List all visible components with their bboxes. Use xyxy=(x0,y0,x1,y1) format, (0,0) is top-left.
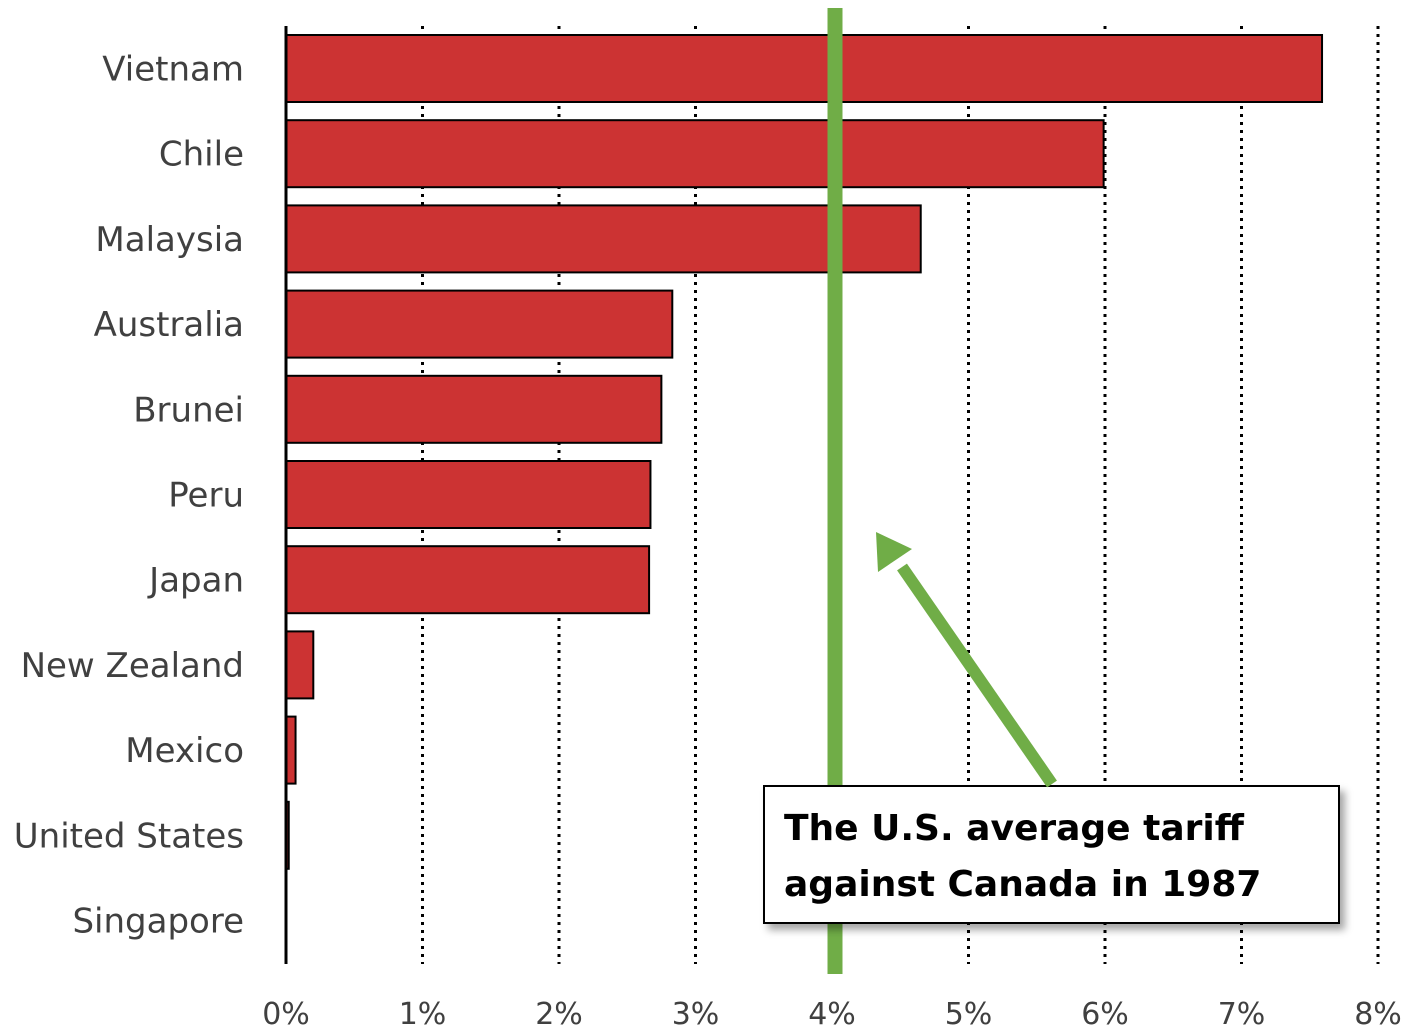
bar-japan xyxy=(285,545,651,615)
bar-new-zealand xyxy=(285,630,315,700)
x-tick-label: 5% xyxy=(945,997,993,1028)
category-label: Brunei xyxy=(133,390,244,430)
bar-vietnam xyxy=(285,34,1324,103)
annotation-arrow-shaft xyxy=(897,563,1057,788)
x-tick-label: 6% xyxy=(1081,997,1129,1028)
x-tick-label: 2% xyxy=(535,997,583,1028)
bar-malaysia xyxy=(285,204,922,274)
annotation-box xyxy=(763,785,1340,924)
x-tick-label: 7% xyxy=(1218,997,1266,1028)
bar-australia xyxy=(285,289,674,359)
x-tick-label: 3% xyxy=(672,997,720,1028)
category-label: New Zealand xyxy=(21,646,244,686)
annotation-arrow-head xyxy=(876,532,912,572)
category-label: Australia xyxy=(94,305,244,345)
x-tick-label: 1% xyxy=(399,997,447,1028)
bar-peru xyxy=(285,460,652,529)
category-label: Mexico xyxy=(125,731,244,771)
category-label: Chile xyxy=(159,135,244,175)
x-tick-label: 0% xyxy=(262,997,310,1028)
category-label: Singapore xyxy=(72,902,244,942)
category-label: Peru xyxy=(168,476,244,516)
category-label: Japan xyxy=(147,561,244,601)
annotation-line-1: The U.S. average tariff xyxy=(784,808,1245,849)
category-label: Vietnam xyxy=(102,50,244,90)
x-tick-label: 8% xyxy=(1354,997,1402,1028)
bars xyxy=(285,34,1324,870)
category-label: United States xyxy=(14,816,244,856)
bar-brunei xyxy=(285,374,663,444)
category-label: Malaysia xyxy=(95,220,244,260)
annotation-group: The U.S. average tariff against Canada i… xyxy=(763,532,1340,924)
annotation-line-2: against Canada in 1987 xyxy=(784,864,1261,905)
bar-chile xyxy=(285,119,1105,189)
axes: 0% 1% 2% 3% 4% 5% 6% 7% 8% Vietnam Chile Malaysia Au… xyxy=(14,26,1402,1028)
x-tick-label: 4% xyxy=(808,997,856,1028)
